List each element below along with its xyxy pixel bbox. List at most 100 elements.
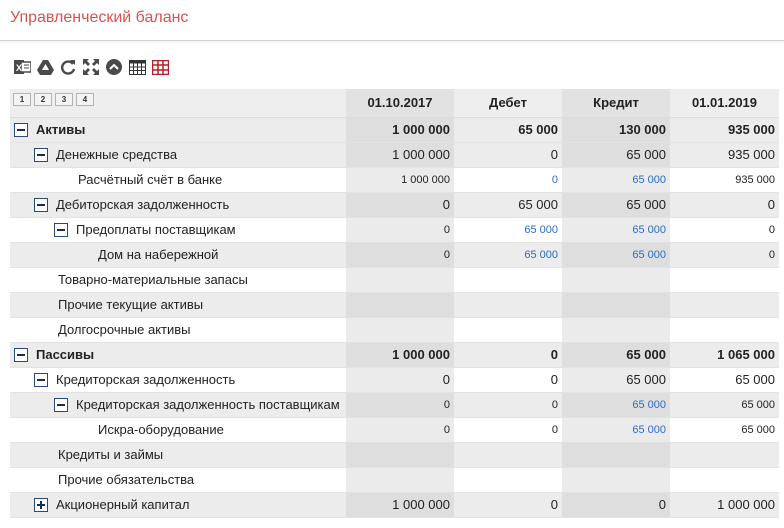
row-label: Кредиторская задолженность bbox=[56, 372, 236, 387]
column-header-debit[interactable]: Дебет bbox=[454, 89, 562, 118]
row-label: Дебиторская задолженность bbox=[56, 197, 230, 212]
row-label: Дом на набережной bbox=[98, 247, 219, 262]
google-drive-icon[interactable] bbox=[36, 58, 54, 76]
cell-debit: 65 000 bbox=[454, 192, 562, 218]
cell-start: 1 000 000 bbox=[346, 167, 454, 193]
cell-credit bbox=[562, 442, 670, 468]
table-row: Кредиторская задолженность 0 0 65 000 65… bbox=[10, 367, 779, 393]
cell-debit bbox=[454, 267, 562, 293]
collapse-toggle[interactable] bbox=[14, 347, 28, 362]
collapse-toggle[interactable] bbox=[54, 222, 68, 237]
cell-start: 0 bbox=[346, 192, 454, 218]
table-row: Товарно-материальные запасы bbox=[10, 267, 779, 293]
cell-end: 65 000 bbox=[670, 392, 779, 418]
cell-credit bbox=[562, 317, 670, 343]
cell-debit: 0 bbox=[454, 392, 562, 418]
cell-credit bbox=[562, 467, 670, 493]
cell-debit[interactable]: 65 000 bbox=[454, 242, 562, 268]
cell-credit[interactable]: 65 000 bbox=[562, 167, 670, 193]
row-label: Кредиторская задолженность поставщикам bbox=[76, 397, 340, 412]
cell-start: 1 000 000 bbox=[346, 142, 454, 168]
cell-start: 0 bbox=[346, 367, 454, 393]
collapse-up-icon[interactable] bbox=[105, 58, 123, 76]
collapse-toggle[interactable] bbox=[34, 372, 48, 387]
row-label: Долгосрочные активы bbox=[58, 322, 191, 337]
column-header-credit[interactable]: Кредит bbox=[562, 89, 670, 118]
cell-credit: 65 000 bbox=[562, 367, 670, 393]
svg-text:X: X bbox=[16, 63, 22, 73]
cell-credit bbox=[562, 292, 670, 318]
cell-end: 65 000 bbox=[670, 367, 779, 393]
cell-end: 65 000 bbox=[670, 417, 779, 443]
column-header-end-date[interactable]: 01.01.2019 bbox=[670, 89, 779, 118]
cell-debit bbox=[454, 467, 562, 493]
row-label: Предоплаты поставщикам bbox=[76, 222, 236, 237]
page-title: Управленческий баланс bbox=[10, 9, 189, 26]
cell-credit: 65 000 bbox=[562, 342, 670, 368]
cell-start: 0 bbox=[346, 417, 454, 443]
cell-start bbox=[346, 442, 454, 468]
cell-debit[interactable]: 65 000 bbox=[454, 217, 562, 243]
cell-start: 1 000 000 bbox=[346, 342, 454, 368]
table-row: Прочие текущие активы bbox=[10, 292, 779, 318]
table-row: Пассивы 1 000 000 0 65 000 1 065 000 bbox=[10, 342, 779, 368]
row-label: Акционерный капитал bbox=[56, 497, 190, 512]
table-row: Акционерный капитал 1 000 000 0 0 1 000 … bbox=[10, 492, 779, 518]
collapse-toggle[interactable] bbox=[34, 147, 48, 162]
table-row: Предоплаты поставщикам 0 65 000 65 000 0 bbox=[10, 217, 779, 243]
cell-start: 0 bbox=[346, 242, 454, 268]
refresh-icon[interactable] bbox=[59, 58, 77, 76]
cell-end: 1 065 000 bbox=[670, 342, 779, 368]
cell-debit: 0 bbox=[454, 342, 562, 368]
cell-credit: 0 bbox=[562, 492, 670, 518]
expand-toggle[interactable] bbox=[34, 497, 48, 512]
cell-start: 0 bbox=[346, 392, 454, 418]
cell-credit[interactable]: 65 000 bbox=[562, 392, 670, 418]
cell-end: 0 bbox=[670, 192, 779, 218]
cell-credit bbox=[562, 267, 670, 293]
level-2-button[interactable]: 2 bbox=[34, 93, 52, 106]
collapse-toggle[interactable] bbox=[34, 197, 48, 212]
toolbar: X bbox=[13, 58, 169, 76]
level-1-button[interactable]: 1 bbox=[13, 93, 31, 106]
cell-credit: 130 000 bbox=[562, 117, 670, 143]
page-header: Управленческий баланс bbox=[0, 0, 784, 41]
table-row: Активы 1 000 000 65 000 130 000 935 000 bbox=[10, 117, 779, 143]
cell-credit[interactable]: 65 000 bbox=[562, 242, 670, 268]
cell-end: 1 000 000 bbox=[670, 492, 779, 518]
cell-credit: 65 000 bbox=[562, 142, 670, 168]
cell-end: 935 000 bbox=[670, 167, 779, 193]
cell-end: 0 bbox=[670, 217, 779, 243]
collapse-toggle[interactable] bbox=[54, 397, 68, 412]
collapse-toggle[interactable] bbox=[14, 122, 28, 137]
cell-debit bbox=[454, 292, 562, 318]
level-3-button[interactable]: 3 bbox=[55, 93, 73, 106]
table-icon[interactable] bbox=[128, 58, 146, 76]
cell-debit[interactable]: 0 bbox=[454, 167, 562, 193]
cell-debit: 0 bbox=[454, 492, 562, 518]
row-label: Прочие текущие активы bbox=[58, 297, 204, 312]
cell-start bbox=[346, 317, 454, 343]
cell-debit: 0 bbox=[454, 367, 562, 393]
cell-end bbox=[670, 317, 779, 343]
level-4-button[interactable]: 4 bbox=[76, 93, 94, 106]
cell-credit[interactable]: 65 000 bbox=[562, 217, 670, 243]
row-label: Искра-оборудование bbox=[98, 422, 224, 437]
cell-credit: 65 000 bbox=[562, 192, 670, 218]
cell-start: 1 000 000 bbox=[346, 117, 454, 143]
cell-end bbox=[670, 267, 779, 293]
fullscreen-icon[interactable] bbox=[82, 58, 100, 76]
cell-debit: 0 bbox=[454, 142, 562, 168]
cell-start: 0 bbox=[346, 217, 454, 243]
cell-debit bbox=[454, 317, 562, 343]
cell-debit bbox=[454, 442, 562, 468]
column-header-start-date[interactable]: 01.10.2017 bbox=[346, 89, 454, 118]
row-label: Активы bbox=[36, 122, 86, 137]
cell-credit[interactable]: 65 000 bbox=[562, 417, 670, 443]
excel-icon[interactable]: X bbox=[13, 58, 31, 76]
table-red-icon[interactable] bbox=[151, 58, 169, 76]
cell-end bbox=[670, 442, 779, 468]
row-label: Пассивы bbox=[36, 347, 95, 362]
cell-debit: 0 bbox=[454, 417, 562, 443]
cell-end: 935 000 bbox=[670, 142, 779, 168]
